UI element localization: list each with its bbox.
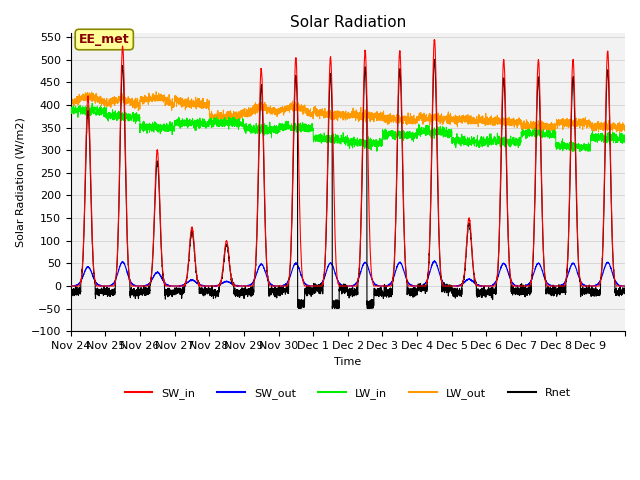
Legend: SW_in, SW_out, LW_in, LW_out, Rnet: SW_in, SW_out, LW_in, LW_out, Rnet [120,384,575,403]
Y-axis label: Solar Radiation (W/m2): Solar Radiation (W/m2) [15,117,25,247]
Title: Solar Radiation: Solar Radiation [290,15,406,30]
X-axis label: Time: Time [334,357,362,367]
Text: EE_met: EE_met [79,33,129,46]
